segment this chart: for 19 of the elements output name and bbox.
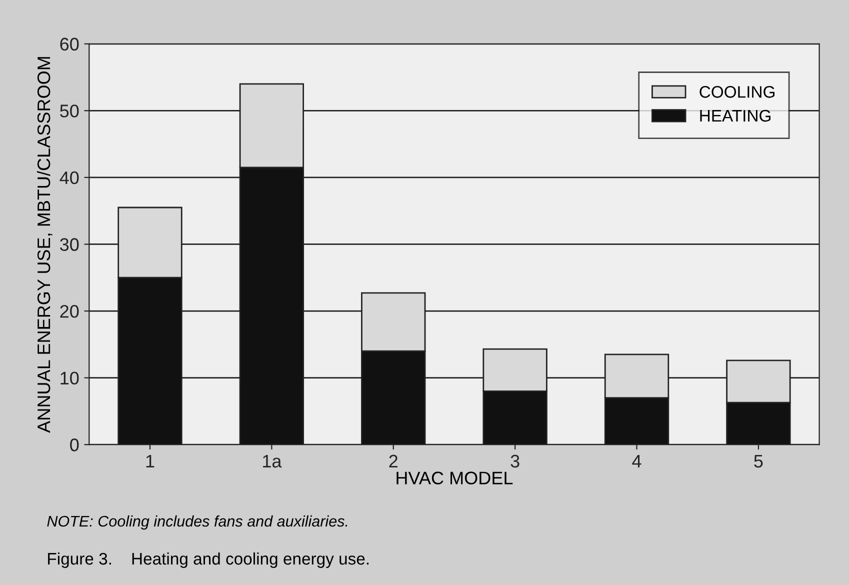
x-tick-label: 5 (754, 454, 763, 468)
y-tick-label: 20 (60, 304, 79, 318)
y-axis-title: ANNUAL ENERGY USE, MBTU/CLASSROOM (36, 57, 52, 433)
x-tick-label: 1a (263, 454, 282, 468)
x-tick-label: 4 (632, 454, 642, 468)
legend-label: COOLING (700, 86, 774, 98)
legend-label: HEATING (700, 110, 770, 122)
y-tick-label: 40 (60, 171, 79, 184)
y-tick-label: 60 (60, 38, 79, 51)
x-tick-label: 2 (389, 454, 398, 468)
y-tick-label: 10 (60, 372, 79, 385)
y-tick-label: 30 (60, 238, 79, 251)
x-tick-label: 1 (146, 454, 154, 468)
text: Figure 3. Heating and cooling energy use. (48, 552, 369, 568)
text: NOTE: Cooling includes fans and auxiliaries. (47, 515, 348, 530)
y-tick-label: 0 (70, 438, 79, 452)
y-tick-label: 50 (60, 104, 79, 118)
x-axis-title: HVAC MODEL (396, 472, 513, 484)
x-tick-label: 3 (510, 454, 520, 468)
